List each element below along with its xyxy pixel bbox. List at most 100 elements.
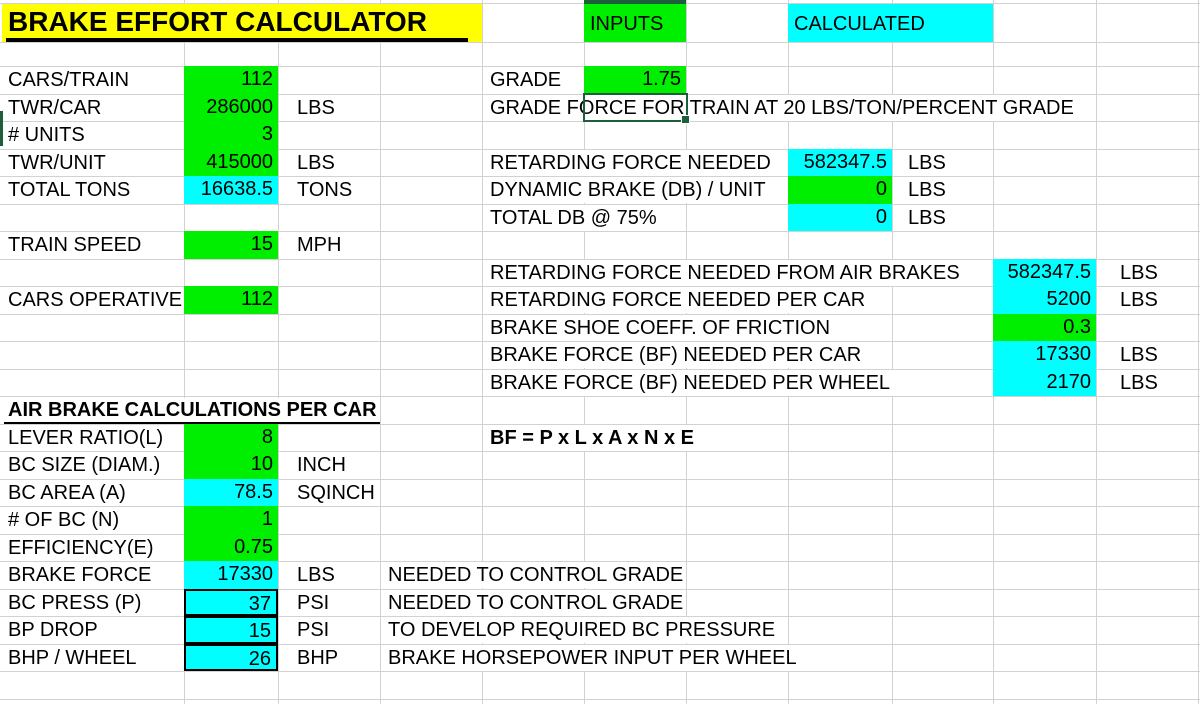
bhp-wheel-unit: BHP: [293, 644, 342, 671]
gridline: [278, 0, 279, 704]
gridline: [482, 0, 483, 704]
dynamic-brake-label: DYNAMIC BRAKE (DB) / UNIT: [486, 177, 769, 203]
bhp-wheel-value[interactable]: 26: [184, 643, 278, 671]
shoe-friction-value[interactable]: 0.3: [993, 313, 1096, 341]
bf-formula: BF = P x L x A x N x E: [486, 424, 697, 451]
gridline: [0, 121, 1200, 122]
efficiency-label: EFFICIENCY(E): [4, 534, 157, 561]
gridline: [0, 368, 1200, 370]
gridline: [0, 42, 1200, 43]
selected-column-header-mark: [584, 0, 686, 4]
cars-operative-label: CARS OPERATIVE: [4, 287, 186, 313]
force-per-car-label: RETARDING FORCE NEEDED PER CAR: [486, 287, 869, 313]
retarding-force-unit: LBS: [904, 149, 949, 176]
gridline: [0, 533, 1200, 535]
gridline: [0, 506, 1200, 507]
calculated-legend: CALCULATED: [788, 4, 993, 42]
gridline: [0, 478, 1200, 480]
twr-car-label: TWR/CAR: [4, 94, 105, 121]
bc-size-label: BC SIZE (DIAM.): [4, 452, 164, 478]
bp-drop-value[interactable]: 15: [184, 616, 278, 644]
fill-handle[interactable]: [681, 115, 690, 124]
gridline: [0, 313, 1200, 315]
total-db-label: TOTAL DB @ 75%: [486, 204, 660, 231]
num-bc-value[interactable]: 1: [184, 506, 278, 534]
gridline: [0, 231, 1200, 232]
force-per-car-value[interactable]: 5200: [993, 286, 1096, 314]
force-per-car-unit: LBS: [1116, 287, 1161, 313]
train-speed-label: TRAIN SPEED: [4, 232, 145, 258]
gridline: [1198, 0, 1199, 704]
total-db-value[interactable]: 0: [788, 203, 892, 231]
gridline: [0, 588, 1200, 590]
gridline: [0, 203, 1200, 205]
gridline: [0, 148, 1200, 150]
retarding-force-value[interactable]: 582347.5: [788, 148, 892, 176]
air-brakes-force-value[interactable]: 582347.5: [993, 258, 1096, 286]
total-tons-value[interactable]: 16638.5: [184, 176, 278, 204]
brake-force-value[interactable]: 17330: [184, 561, 278, 589]
bf-per-car-label: BRAKE FORCE (BF) NEEDED PER CAR: [486, 342, 865, 368]
gridline: [0, 616, 1200, 617]
shoe-friction-label: BRAKE SHOE COEFF. OF FRICTION: [486, 314, 834, 341]
lever-ratio-value[interactable]: 8: [184, 423, 278, 451]
bf-per-wheel-value[interactable]: 2170: [993, 368, 1096, 396]
air-brakes-force-label: RETARDING FORCE NEEDED FROM AIR BRAKES: [486, 259, 963, 286]
gridline: [380, 0, 381, 704]
twr-car-unit: LBS: [293, 94, 338, 121]
bc-size-unit: INCH: [293, 452, 349, 478]
air-brakes-force-unit: LBS: [1116, 259, 1161, 286]
cars-operative-value[interactable]: 112: [184, 286, 278, 314]
gridline: [0, 286, 1200, 287]
gridline: [0, 671, 1200, 672]
bc-size-value[interactable]: 10: [184, 451, 278, 479]
brake-force-note: NEEDED TO CONTROL GRADE: [384, 562, 687, 588]
total-tons-label: TOTAL TONS: [4, 177, 134, 203]
selected-row-header-mark: [0, 111, 3, 146]
active-cell-selection[interactable]: [583, 92, 690, 124]
inputs-legend: INPUTS: [584, 4, 686, 42]
page-title: BRAKE EFFORT CALCULATOR: [8, 6, 427, 37]
gridline: [0, 451, 1200, 452]
bc-press-value[interactable]: 37: [184, 588, 278, 616]
gridline: [0, 176, 1200, 177]
title-cell-bg: [2, 4, 482, 42]
bf-per-car-value[interactable]: 17330: [993, 341, 1096, 369]
gridline: [0, 643, 1200, 645]
bc-press-note: NEEDED TO CONTROL GRADE: [384, 589, 687, 616]
total-db-unit: LBS: [904, 204, 949, 231]
gridline: [0, 341, 1200, 342]
bc-press-unit: PSI: [293, 589, 333, 616]
grade-label: GRADE: [486, 67, 565, 93]
gridline: [0, 396, 1200, 397]
twr-car-value[interactable]: 286000: [184, 93, 278, 121]
bc-area-value[interactable]: 78.5: [184, 478, 278, 506]
dynamic-brake-unit: LBS: [904, 177, 949, 203]
bhp-wheel-label: BHP / WHEEL: [4, 644, 140, 671]
lever-ratio-label: LEVER RATIO(L): [4, 424, 167, 451]
grade-value[interactable]: 1.75: [584, 66, 686, 94]
num-bc-label: # OF BC (N): [4, 507, 123, 533]
grade-note: GRADE FORCE FOR TRAIN AT 20 LBS/TON/PERC…: [486, 94, 1077, 121]
train-speed-unit: MPH: [293, 232, 345, 258]
cars-train-label: CARS/TRAIN: [4, 67, 133, 93]
train-speed-value[interactable]: 15: [184, 231, 278, 259]
num-units-value[interactable]: 3: [184, 121, 278, 149]
gridline: [0, 561, 1200, 562]
twr-unit-label: TWR/UNIT: [4, 149, 109, 176]
num-units-label: # UNITS: [4, 122, 88, 148]
cars-train-value[interactable]: 112: [184, 66, 278, 94]
twr-unit-value[interactable]: 415000: [184, 148, 278, 176]
bp-drop-label: BP DROP: [4, 617, 101, 643]
gridline: [0, 258, 1200, 260]
bc-area-label: BC AREA (A): [4, 479, 129, 506]
bf-per-wheel-unit: LBS: [1116, 369, 1161, 396]
efficiency-value[interactable]: 0.75: [184, 533, 278, 561]
dynamic-brake-value[interactable]: 0: [788, 176, 892, 204]
gridline: [0, 423, 1200, 425]
brake-force-label: BRAKE FORCE: [4, 562, 155, 588]
brake-force-unit: LBS: [293, 562, 338, 588]
twr-unit-unit: LBS: [293, 149, 338, 176]
bc-press-label: BC PRESS (P): [4, 589, 145, 616]
total-tons-unit: TONS: [293, 177, 356, 203]
